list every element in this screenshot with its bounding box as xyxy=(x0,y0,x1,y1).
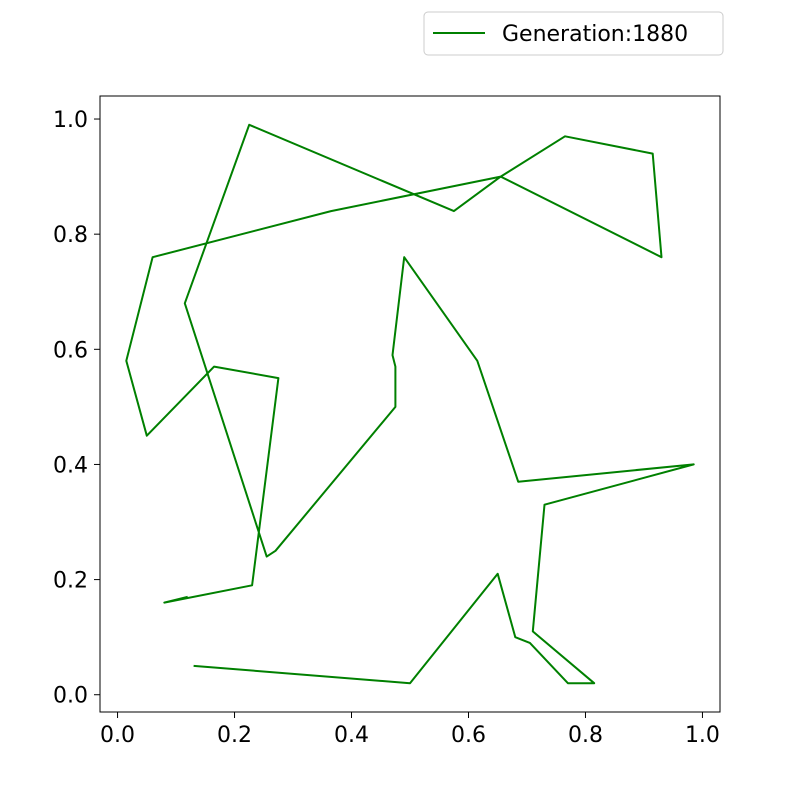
y-tick-label: 0.2 xyxy=(53,569,88,594)
route-line xyxy=(125,123,695,685)
x-tick-label: 0.6 xyxy=(451,723,486,748)
x-tick-label: 0.4 xyxy=(334,723,369,748)
plot-frame xyxy=(99,95,721,713)
legend: Generation:1880 xyxy=(423,11,724,56)
y-tick-label: 0.6 xyxy=(53,338,88,363)
x-tick-label: 0.2 xyxy=(217,723,252,748)
legend-series-label: Generation:1880 xyxy=(502,22,688,47)
y-tick-label: 0.0 xyxy=(53,684,88,709)
x-tick-label: 0.0 xyxy=(100,723,135,748)
y-tick-label: 1.0 xyxy=(53,108,88,133)
y-tick-label: 0.8 xyxy=(53,223,88,248)
x-tick-label: 0.8 xyxy=(568,723,603,748)
legend-frame xyxy=(423,11,724,56)
x-tick-label: 1.0 xyxy=(685,723,720,748)
y-tick-label: 0.4 xyxy=(53,453,88,478)
